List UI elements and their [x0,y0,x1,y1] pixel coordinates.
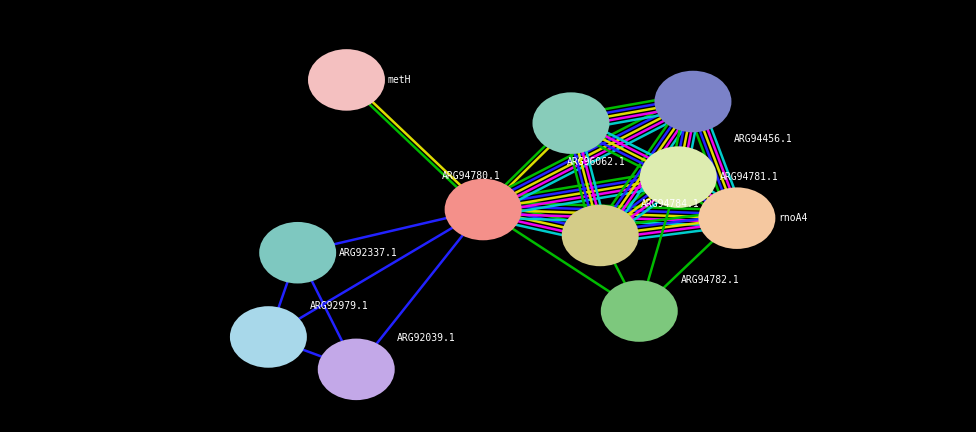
Text: ARG96062.1: ARG96062.1 [567,158,626,168]
Text: ARG94781.1: ARG94781.1 [719,172,778,182]
Text: ARG94782.1: ARG94782.1 [680,275,739,285]
Text: ARG92039.1: ARG92039.1 [397,333,456,343]
Ellipse shape [602,282,676,340]
Ellipse shape [446,180,520,239]
Ellipse shape [563,206,637,265]
Text: ARG94780.1: ARG94780.1 [442,171,501,181]
Ellipse shape [261,223,335,282]
Text: rnoA4: rnoA4 [778,213,807,223]
Ellipse shape [641,148,715,206]
Text: ARG92337.1: ARG92337.1 [339,248,397,258]
Ellipse shape [309,51,384,109]
Ellipse shape [231,308,305,366]
Text: ARG92979.1: ARG92979.1 [309,301,368,311]
Text: metH: metH [387,75,411,85]
Text: ARG94784.1: ARG94784.1 [641,199,700,209]
Ellipse shape [700,189,774,248]
Ellipse shape [656,72,730,131]
Ellipse shape [534,94,608,152]
Ellipse shape [319,340,393,399]
Text: ARG94456.1: ARG94456.1 [734,134,793,144]
